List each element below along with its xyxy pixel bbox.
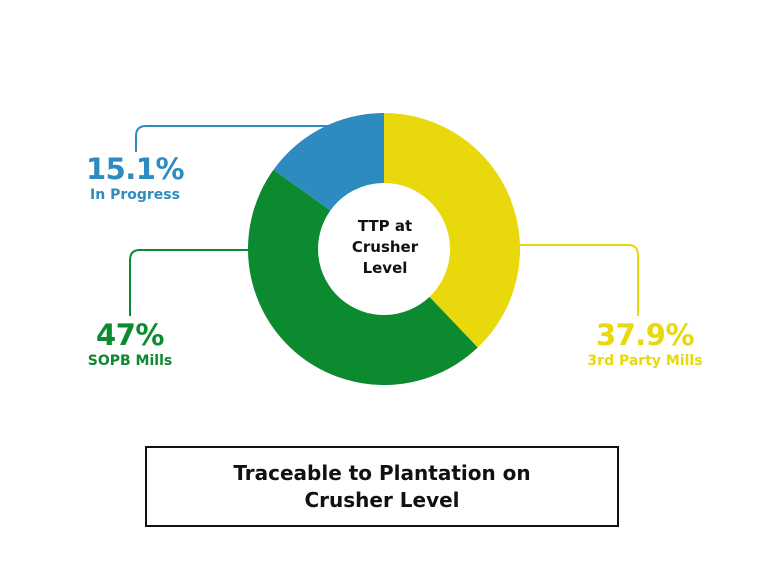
in-progress-label: In Progress xyxy=(90,187,180,203)
leader-line-in-progress xyxy=(135,125,330,152)
callout-sopb-mills: 47% SOPB Mills xyxy=(65,318,195,370)
sopb-mills-label: SOPB Mills xyxy=(87,353,173,369)
leader-line-sopb xyxy=(129,249,250,316)
donut-slice-3rd-party-mills xyxy=(384,113,520,348)
callout-in-progress: 15.1% In Progress xyxy=(70,152,200,204)
third-party-mills-label: 3rd Party Mills xyxy=(587,353,703,369)
leader-line-third-party xyxy=(518,244,639,316)
donut-slice-sopb-mills xyxy=(247,169,478,385)
chart-title-box: Traceable to Plantation on Crusher Level xyxy=(145,446,619,527)
callout-third-party-mills: 37.9% 3rd Party Mills xyxy=(565,318,725,370)
donut-slice-in-progress xyxy=(273,113,384,211)
donut-center-label: TTP at Crusher Level xyxy=(351,217,419,277)
third-party-mills-percent: 37.9% xyxy=(595,318,695,352)
sopb-mills-percent: 47% xyxy=(96,318,164,352)
in-progress-percent: 15.1% xyxy=(85,152,185,186)
chart-title: Traceable to Plantation on Crusher Level xyxy=(233,460,531,512)
